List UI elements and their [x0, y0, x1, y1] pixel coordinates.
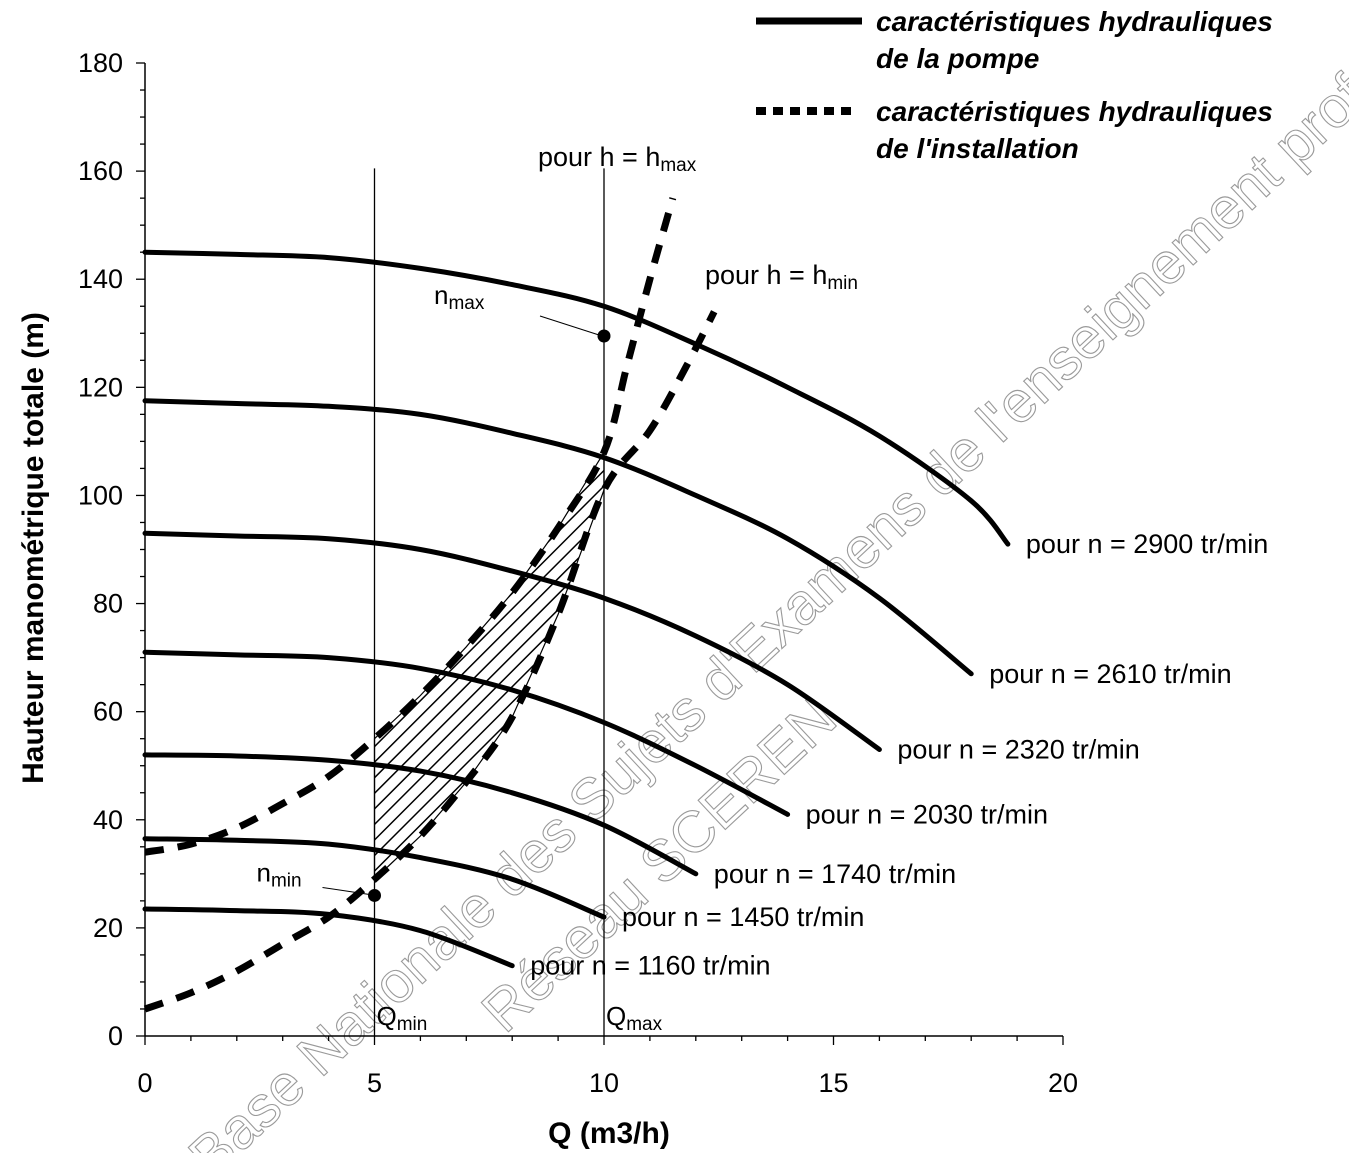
pump-curve-label-7: pour n = 1160 tr/min [530, 951, 770, 981]
y-tick-label: 40 [93, 805, 123, 835]
pump-curve-7 [142, 906, 515, 969]
pump-curve-label-3: pour n = 2320 tr/min [897, 735, 1139, 765]
installation-label-hmin: pour h = hmin [705, 260, 858, 294]
installation-label-hmax: pour h = hmax [538, 142, 697, 176]
pump-curve-3 [142, 530, 882, 752]
operating-point-nmin [368, 888, 381, 902]
legend-installation-line2: de l'installation [876, 133, 1079, 164]
y-tick-label: 160 [78, 156, 123, 186]
vline-label-qmax: Qmax [606, 1001, 663, 1035]
y-tick-label: 100 [78, 480, 123, 510]
point-label-nmin: nmin [257, 857, 302, 891]
legend-pump-line1: caractéristiques hydrauliques [876, 6, 1273, 37]
legend-installation-line1: caractéristiques hydrauliques [876, 96, 1273, 127]
x-tick-label: 15 [818, 1068, 848, 1098]
y-tick-label: 120 [78, 372, 123, 402]
y-tick-label: 60 [93, 697, 123, 727]
legend-pump-line2: de la pompe [876, 43, 1039, 74]
curves [142, 168, 1011, 1036]
y-axis-title: Hauteur manométrique totale (m) [17, 312, 50, 784]
pump-curve-label-2: pour n = 2610 tr/min [989, 659, 1231, 689]
pump-curve-5 [142, 752, 699, 877]
vline-label-qmin: Qmin [377, 1001, 428, 1035]
y-tick-label: 180 [78, 48, 123, 78]
x-tick-label: 20 [1048, 1068, 1078, 1098]
pump-curve-label-1: pour n = 2900 tr/min [1026, 529, 1268, 559]
pump-curve-2 [142, 398, 974, 677]
x-tick-label: 10 [589, 1068, 619, 1098]
pump-curve-6 [142, 836, 607, 920]
installation-curve-hmax [144, 197, 677, 856]
pump-curve-label-5: pour n = 1740 tr/min [714, 859, 956, 889]
pump-curve-label-4: pour n = 2030 tr/min [806, 799, 1048, 829]
y-tick-label: 80 [93, 589, 123, 619]
x-tick-label: 0 [137, 1068, 152, 1098]
axes: 0 20 40 60 80 100 120 140 160 180 0 5 10 15 20 [78, 48, 1078, 1098]
pump-curve-4 [142, 649, 791, 817]
pump-curve-1 [142, 249, 1011, 547]
operating-point-nmax [597, 329, 611, 343]
point-leader-nmin [322, 886, 370, 895]
x-axis-title: Q (m3/h) [548, 1117, 670, 1150]
x-tick-label: 5 [367, 1068, 382, 1098]
point-label-nmax: nmax [434, 280, 485, 314]
pump-curve-label-6: pour n = 1450 tr/min [622, 902, 864, 932]
y-tick-label: 140 [78, 264, 123, 294]
y-tick-label: 20 [93, 913, 123, 943]
legend: caractéristiques hydrauliques de la pomp… [756, 6, 1273, 164]
curve-labels: Qmin Qmax pour n = 2900 tr/min pour n = 261… [257, 142, 1269, 1035]
point-leader-nmax [539, 315, 600, 336]
y-tick-label: 0 [108, 1021, 123, 1051]
